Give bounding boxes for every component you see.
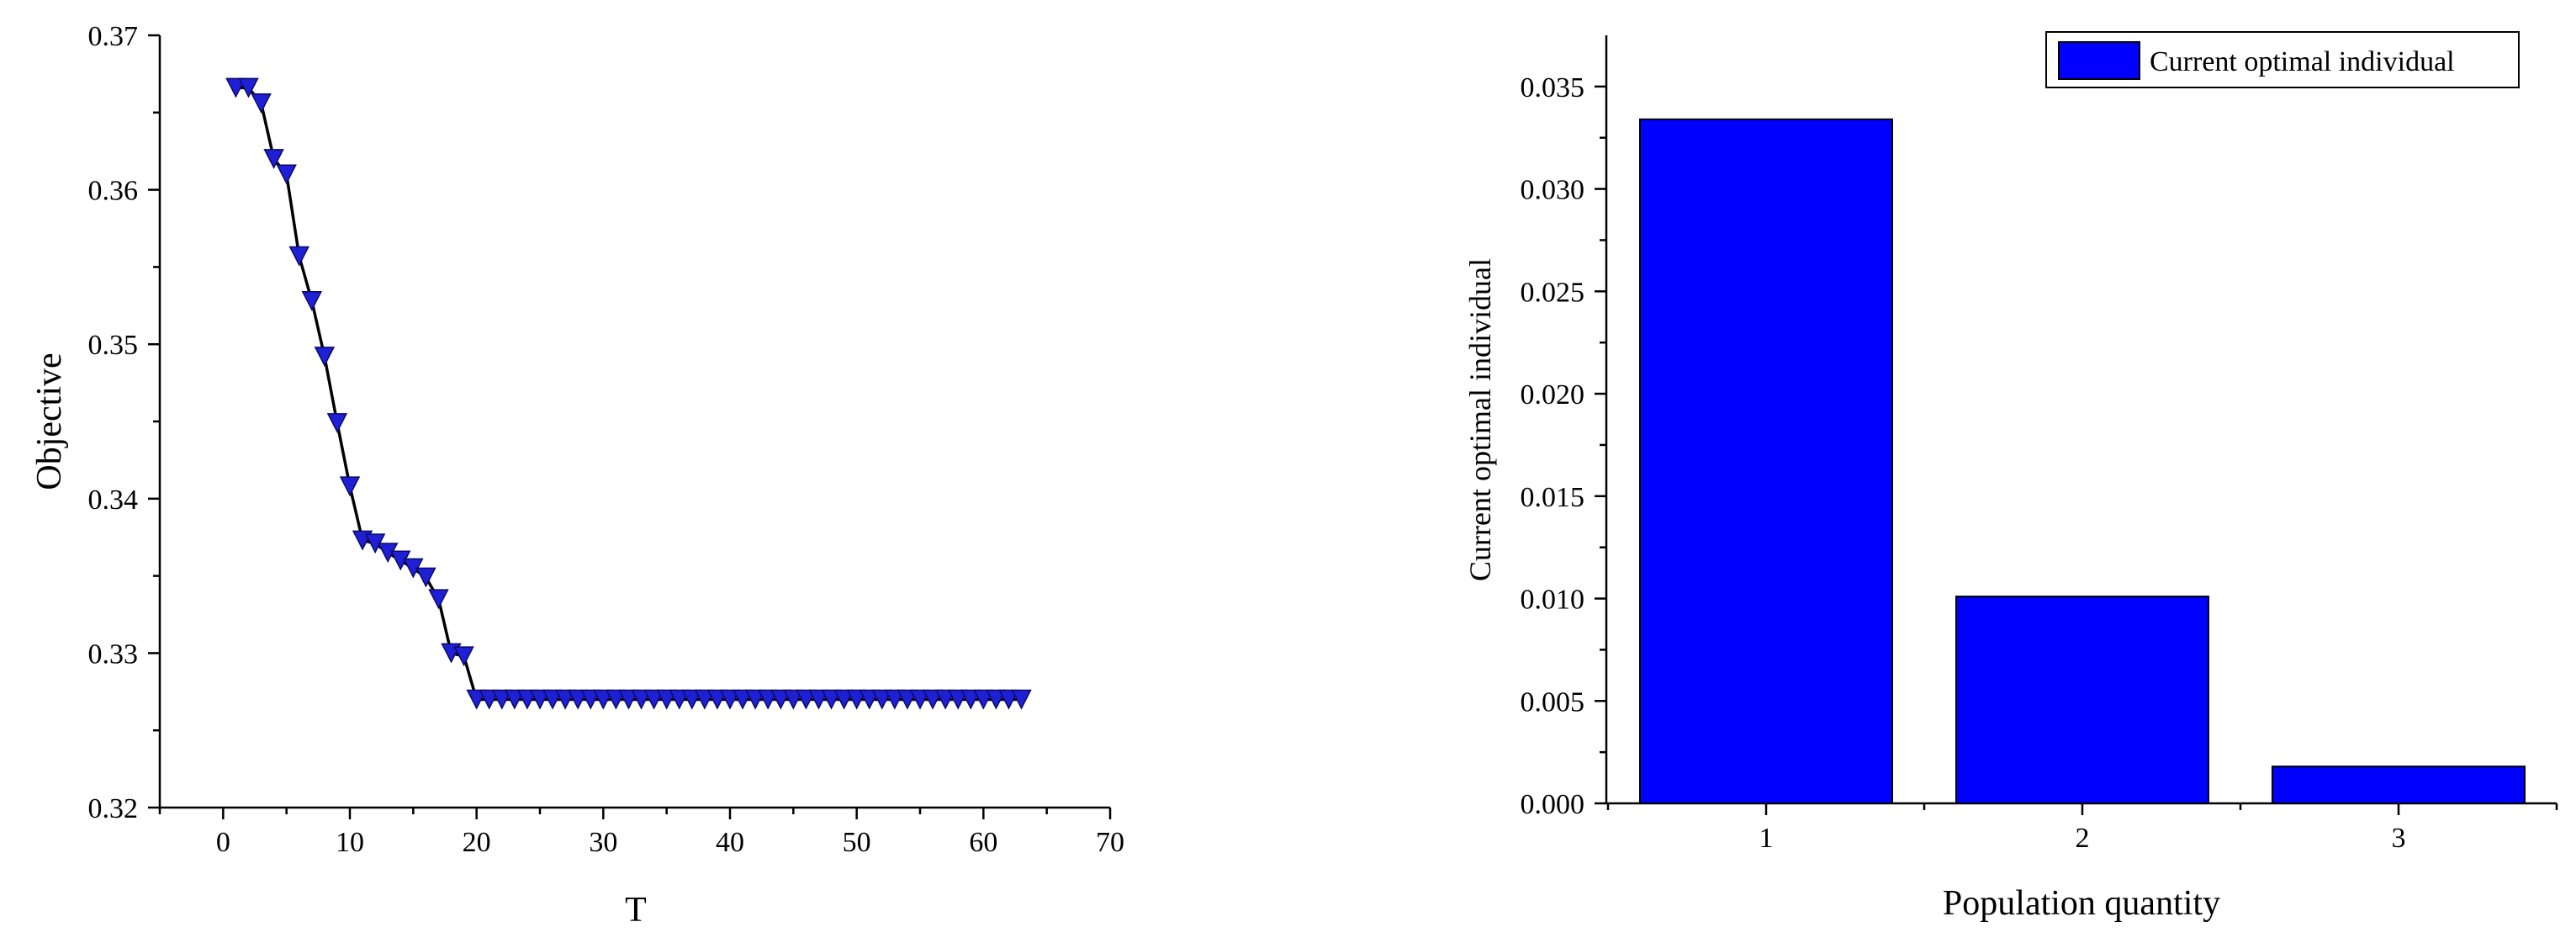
right-y-tick-label: 0.015 (1521, 482, 1585, 513)
left-x-tick-label: 50 (843, 827, 871, 858)
left-y-tick-label: 0.35 (88, 330, 139, 361)
right-y-tick-label: 0.030 (1521, 175, 1585, 206)
data-point-marker (263, 149, 284, 169)
left-x-tick-label: 20 (463, 827, 491, 858)
data-point-marker (479, 689, 500, 710)
right-y-tick-label: 0.010 (1521, 585, 1585, 616)
data-point-marker (288, 246, 309, 267)
right-x-tick-label: 3 (2392, 823, 2406, 854)
left-chart-y-title: Objective (30, 352, 69, 490)
data-point-marker (618, 689, 639, 710)
legend: Current optimal individual (2045, 31, 2520, 88)
data-point-marker (719, 689, 741, 710)
data-point-marker (542, 689, 563, 710)
data-point-marker (529, 689, 551, 710)
data-point-marker (504, 689, 526, 710)
bar (1955, 596, 2209, 805)
data-point-marker (593, 689, 614, 710)
left-y-tick-label: 0.33 (88, 638, 139, 670)
line-chart: 0 10 20 30 40 50 60 700.320.330.340.350.360.37 … (30, 21, 1124, 930)
data-point-marker (415, 567, 436, 588)
data-point-marker (884, 689, 906, 710)
data-point-marker (808, 689, 829, 710)
right-y-tick-label: 0.000 (1521, 789, 1585, 820)
data-point-marker (744, 689, 766, 710)
data-point-marker (301, 291, 323, 311)
series-line (235, 86, 1022, 702)
right-y-tick-label: 0.005 (1521, 686, 1585, 718)
data-point-marker (934, 689, 956, 710)
data-point-marker (998, 689, 1019, 710)
bar (1639, 118, 1893, 804)
right-x-tick-label: 1 (1759, 823, 1774, 854)
left-x-tick-label: 0 (216, 827, 230, 858)
left-x-tick-label: 10 (336, 827, 364, 858)
data-point-marker (783, 689, 804, 710)
data-point-marker (681, 689, 703, 710)
data-point-marker (1011, 689, 1032, 710)
data-point-marker (833, 689, 854, 710)
bar (2272, 766, 2526, 805)
data-point-marker (986, 689, 1007, 710)
data-point-marker (846, 689, 867, 710)
data-point-marker (897, 689, 918, 710)
data-point-marker (567, 689, 589, 710)
left-y-tick-label: 0.36 (88, 176, 139, 207)
right-y-tick-label: 0.025 (1521, 277, 1585, 308)
data-point-marker (326, 413, 348, 433)
left-chart-x-title: T (625, 891, 647, 930)
data-point-marker (631, 689, 652, 710)
data-point-marker (276, 164, 297, 185)
data-point-marker (251, 93, 272, 114)
data-point-marker (669, 689, 690, 710)
data-point-marker (796, 689, 817, 710)
data-point-marker (871, 689, 893, 710)
left-y-tick-label: 0.32 (88, 793, 139, 824)
data-point-marker (960, 689, 981, 710)
data-point-marker (491, 689, 513, 710)
data-point-marker (643, 689, 664, 710)
data-point-marker (453, 646, 474, 667)
data-point-marker (909, 689, 931, 710)
data-point-marker (973, 689, 994, 710)
data-point-marker (656, 689, 677, 710)
data-point-marker (947, 689, 969, 710)
data-point-marker (225, 77, 246, 98)
data-point-marker (339, 476, 361, 497)
right-chart-y-title: Current optimal individual (1463, 258, 1497, 581)
data-point-marker (821, 689, 842, 710)
data-point-marker (580, 689, 601, 710)
legend-label: Current optimal individual (2150, 46, 2455, 77)
data-point-marker (554, 689, 576, 710)
left-x-tick-label: 60 (969, 827, 997, 858)
left-x-tick-label: 30 (589, 827, 617, 858)
data-point-marker (428, 589, 449, 610)
data-point-marker (694, 689, 716, 710)
right-chart-x-title: Population quantity (1943, 884, 2220, 923)
right-y-tick-label: 0.035 (1521, 72, 1585, 103)
data-point-marker (859, 689, 880, 710)
data-point-marker (466, 689, 487, 710)
legend-swatch (2058, 41, 2140, 80)
data-point-marker (314, 347, 336, 367)
right-y-tick-label: 0.020 (1521, 379, 1585, 411)
data-point-marker (238, 77, 259, 98)
left-y-tick-label: 0.34 (88, 485, 139, 516)
data-point-marker (516, 689, 538, 710)
data-point-marker (757, 689, 779, 710)
data-point-marker (706, 689, 728, 710)
left-x-tick-label: 40 (716, 827, 744, 858)
left-x-tick-label: 70 (1096, 827, 1124, 858)
bar-chart: 0.000 0.005 0.010 0.015 0.020 0.025 0.030 0.035… (1463, 31, 2558, 923)
left-y-tick-label: 0.37 (88, 21, 139, 52)
data-point-marker (606, 689, 627, 710)
data-point-marker (732, 689, 754, 710)
data-point-marker (770, 689, 791, 710)
right-x-tick-label: 2 (2076, 823, 2090, 854)
data-point-marker (922, 689, 944, 710)
